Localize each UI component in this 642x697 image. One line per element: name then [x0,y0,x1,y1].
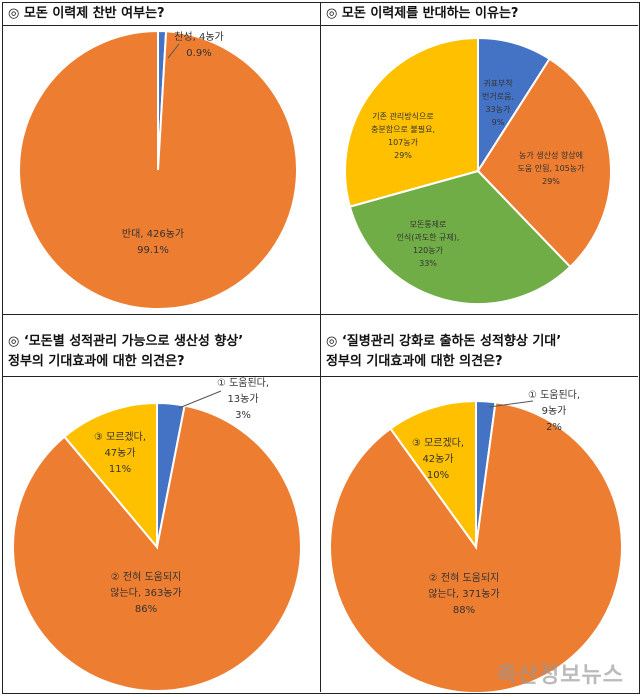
slice-label: ① 도움된다, 13농가 3% [217,377,269,421]
slice-label-line: 107농가 [388,138,419,147]
slice-label-line: ① 도움된다, [528,389,580,401]
slice-label-line: 86% [135,604,157,615]
row-divider [2,314,638,315]
row-divider [2,25,638,26]
chart-subtitle: 정부의 기대효과에 대한 의견은? [8,354,185,369]
slice-label-line: 9% [492,118,505,127]
chart-title: ◎ ‘질병관리 강화로 출하돈 성적향상 기대’ [326,334,562,349]
chart-title: ◎ 모돈 이력제 찬반 여부는? [8,6,165,21]
slice-label-line: 2% [546,422,562,433]
slice-label-line: 귀표부착 [483,78,513,88]
slice-label: 반대, 426농가 99.1% [122,228,184,256]
slice-label-line: 29% [394,151,412,160]
slice-label-line: 도움 안됨, 105농가 [517,163,585,173]
slice-label-line: 찬성, 4농가 [174,31,224,43]
slice-label-line: 9농가 [542,405,567,417]
slice-label-line: ② 전혀 도움되지 [111,571,182,583]
slice-label: ① 도움된다, 9농가 2% [528,389,580,433]
slice-label-line: 47농가 [104,447,135,459]
slice-label-line: ③ 모르겠다, [94,431,146,443]
slice-label-line: 번거로움, [482,92,514,101]
slice-label-line: 기존 관리방식으로 [372,111,433,121]
slice-label-line: ③ 모르겠다, [412,437,464,449]
pie-slice [18,29,298,310]
slice-label-line: 농가 생산성 향상에 [519,150,583,160]
leader-line [488,400,534,408]
pie-slice [63,401,158,550]
slice-label-line: 42농가 [422,453,453,465]
slice-label-line: 않는다, 363농가 [110,587,181,599]
slice-label-line: 29% [542,177,560,186]
column-divider [320,2,321,692]
pie-slice [389,399,477,551]
slice-label-line: 3% [235,410,251,421]
slice-label-line: 11% [109,464,131,475]
slice-label-line: 충분함으로 불필요, [371,124,435,134]
chart-title: ◎ 모돈 이력제를 반대하는 이유는? [326,6,519,21]
slice-label-line: 인식(과도한 규제), [397,232,460,242]
leader-line [167,43,180,59]
slice-label: ③ 모르겠다, 42농가 10% [412,437,464,481]
slice-label-line: 120농가 [413,246,444,255]
pie-slice [344,36,479,208]
slice-label-line: 10% [427,470,449,481]
pie-slice [348,169,572,305]
slice-label: 찬성, 4농가 0.9% [174,31,224,59]
slice-label-line: 33% [419,259,437,268]
slice-label-line: 88% [453,605,475,616]
slice-label-line: 13농가 [227,393,258,405]
slice-label-line: 모돈통제로 [410,220,447,229]
slice-label-line: 반대, 426농가 [122,228,184,240]
pie-slice [476,57,612,269]
slice-label-line: 99.1% [137,245,169,256]
chart-subtitle: 정부의 기대효과에 대한 의견은? [326,354,503,369]
slice-label-line: 33농가 [486,105,512,114]
pie-chart-support: 찬성, 4농가 0.9% 반대, 426농가 99.1% [18,29,298,310]
slice-label-line: 않는다, 371농가 [428,588,499,600]
row-divider [2,376,638,377]
chart-title: ◎ ‘모돈별 성적관리 가능으로 생산성 향상’ [8,334,244,349]
watermark: 축산정보뉴스 [496,663,624,688]
slice-label-line: ② 전혀 도움되지 [429,572,500,584]
leader-line [178,390,222,409]
slice-label-line: ① 도움된다, [217,377,269,389]
slice-label: ③ 모르겠다, 47농가 11% [94,431,146,475]
slice-label-line: 0.9% [186,48,211,59]
